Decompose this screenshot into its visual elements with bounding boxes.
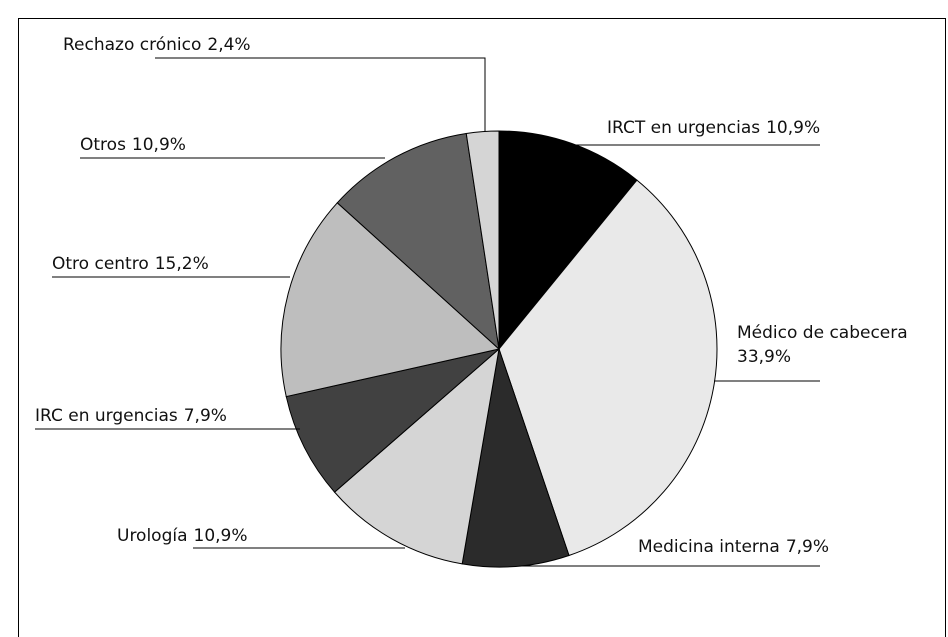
category-label: Médico de cabecera — [737, 323, 908, 343]
value-label: 10,9% — [194, 526, 248, 546]
value-label: 10,9% — [132, 135, 186, 155]
pie-slice — [280, 202, 501, 398]
slice-label: Urología 10,9% — [117, 526, 248, 546]
slice-label: Otros 10,9% — [80, 135, 186, 155]
value-label: 7,9% — [786, 537, 829, 557]
value-label: 10,9% — [766, 118, 820, 138]
pie-slice — [465, 130, 500, 350]
value-label: 15,2% — [155, 254, 209, 274]
pie-slice — [461, 348, 570, 568]
pie-slice — [498, 179, 718, 557]
category-label: Otro centro — [52, 254, 149, 274]
value-label: 7,9% — [184, 406, 227, 426]
frame — [18, 18, 946, 637]
slice-label: Otro centro 15,2% — [52, 254, 209, 274]
value-label: 33,9% — [737, 347, 791, 367]
pie-slice — [498, 130, 638, 351]
category-label: IRC en urgencias — [35, 406, 178, 426]
category-label: Rechazo crónico — [63, 35, 201, 55]
category-label: IRCT en urgencias — [607, 118, 760, 138]
category-label: Urología — [117, 526, 188, 546]
leader-line — [155, 57, 486, 131]
slice-label: IRCT en urgencias 10,9% — [607, 118, 820, 138]
category-label: Otros — [80, 135, 126, 155]
pie-slice — [336, 132, 500, 351]
slice-label: IRC en urgencias 7,9% — [35, 406, 227, 426]
slice-label: Médico de cabecera 33,9% — [737, 323, 908, 367]
value-label: 2,4% — [207, 35, 250, 55]
slice-label: Medicina interna 7,9% — [638, 537, 829, 557]
slice-label: Rechazo crónico 2,4% — [63, 35, 251, 55]
category-label: Medicina interna — [638, 537, 780, 557]
pie-slice — [333, 347, 500, 565]
